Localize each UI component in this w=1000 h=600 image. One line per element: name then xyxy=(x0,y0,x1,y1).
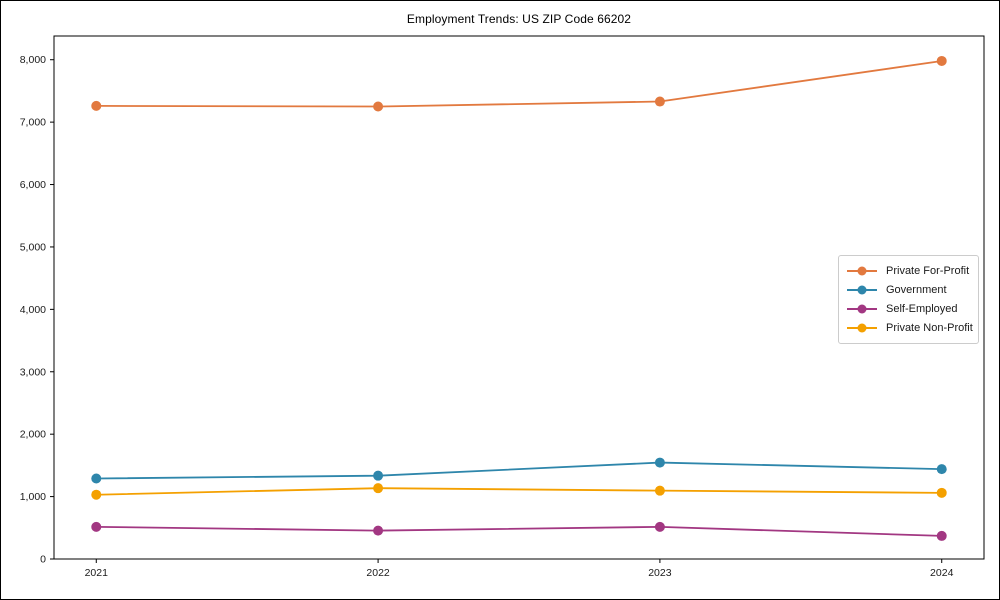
data-point-private-for-profit xyxy=(91,100,102,111)
y-tick-label: 2,000 xyxy=(20,429,46,441)
plot-area xyxy=(53,35,985,560)
y-tick-label: 6,000 xyxy=(20,179,46,191)
data-point-self-employed xyxy=(91,521,102,532)
data-point-government xyxy=(936,464,947,475)
legend-label: Private Non-Profit xyxy=(886,321,973,334)
data-point-government xyxy=(654,457,665,468)
x-tick-label: 2021 xyxy=(85,567,109,579)
data-point-private-for-profit xyxy=(373,101,384,112)
legend-line-sample xyxy=(847,304,877,314)
y-tick-label: 7,000 xyxy=(20,117,46,129)
data-point-private-non-profit xyxy=(91,489,102,500)
legend: Private For-Profit Government Self-Employe… xyxy=(838,255,979,344)
chart-title: Employment Trends: US ZIP Code 66202 xyxy=(406,12,632,26)
data-point-self-employed xyxy=(373,525,384,536)
data-point-private-for-profit xyxy=(654,96,665,107)
legend-line-sample xyxy=(847,323,877,333)
series-line-private-for-profit xyxy=(95,60,943,108)
x-tick-label: 2023 xyxy=(648,567,672,579)
legend-entry: Self-Employed xyxy=(847,300,970,319)
legend-marker-dot xyxy=(857,285,867,295)
y-tick-label: 3,000 xyxy=(20,366,46,378)
y-tick-label: 5,000 xyxy=(20,241,46,253)
legend-entry: Private Non-Profit xyxy=(847,318,973,337)
data-point-private-non-profit xyxy=(373,483,384,494)
data-point-private-for-profit xyxy=(936,55,947,66)
x-tick-label: 2022 xyxy=(366,567,390,579)
y-tick-label: 0 xyxy=(40,554,46,566)
legend-marker-dot xyxy=(857,304,867,314)
legend-entry: Private For-Profit xyxy=(847,262,970,281)
y-tick-label: 4,000 xyxy=(20,304,46,316)
legend-label: Private For-Profit xyxy=(886,265,970,278)
legend-entry: Government xyxy=(847,281,970,300)
legend-label: Government xyxy=(886,284,947,297)
x-tick-label: 2024 xyxy=(930,567,954,579)
y-tick-label: 8,000 xyxy=(20,54,46,66)
legend-line-sample xyxy=(847,285,877,295)
legend-line-sample xyxy=(847,266,877,276)
legend-label: Self-Employed xyxy=(886,302,958,315)
data-point-private-non-profit xyxy=(936,487,947,498)
data-point-government xyxy=(373,470,384,481)
legend-marker-dot xyxy=(857,266,867,276)
data-point-self-employed xyxy=(936,530,947,541)
data-point-private-non-profit xyxy=(654,485,665,496)
y-tick-label: 1,000 xyxy=(20,491,46,503)
series-line-self-employed xyxy=(95,525,943,537)
series-line-private-non-profit xyxy=(95,487,943,496)
legend-marker-dot xyxy=(857,323,867,333)
data-point-self-employed xyxy=(654,521,665,532)
series-line-government xyxy=(95,461,943,480)
data-point-government xyxy=(91,473,102,484)
